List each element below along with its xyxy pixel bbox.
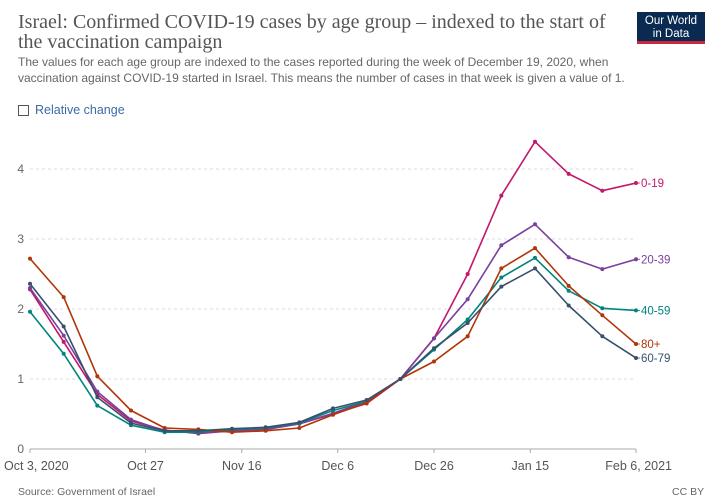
data-point-60-79 (297, 420, 302, 425)
data-point-0-19 (499, 193, 504, 198)
data-point-60-79 (196, 428, 201, 433)
data-point-0-19 (600, 188, 605, 193)
data-point-20-39 (566, 255, 571, 260)
relative-change-checkbox[interactable] (18, 104, 29, 116)
data-point-40-59 (28, 309, 32, 314)
data-point-0-19 (634, 181, 638, 185)
legend-label-0-19: 0-19 (641, 178, 664, 190)
data-point-60-79 (162, 428, 167, 433)
data-point-80+ (95, 374, 100, 379)
data-point-60-79 (364, 398, 369, 402)
relative-change-toggle[interactable]: Relative change (18, 103, 125, 117)
legend-label-60-79: 60-79 (641, 353, 670, 365)
y-tick-label: 2 (17, 302, 24, 316)
x-tick-label: Dec 26 (414, 459, 454, 473)
data-point-20-39 (28, 286, 32, 290)
data-point-20-39 (129, 417, 133, 422)
data-point-0-19 (566, 171, 571, 176)
owid-logo[interactable]: Our World in Data (637, 12, 705, 44)
x-tick-label: Dec 6 (321, 459, 354, 473)
y-tick-label: 1 (17, 372, 24, 386)
data-point-40-59 (61, 351, 66, 356)
source-note: Source: Government of Israel (18, 486, 156, 498)
x-tick-label: Feb 6, 2021 (605, 459, 672, 473)
data-point-20-39 (533, 222, 537, 227)
series-line-20-39 (29, 223, 637, 434)
series-line-40-59 (29, 257, 637, 434)
data-point-80+ (465, 334, 470, 339)
data-point-60-79 (398, 377, 403, 381)
data-point-80+ (61, 295, 66, 300)
data-point-60-79 (95, 395, 100, 400)
y-tick-label: 3 (17, 232, 24, 246)
data-point-0-19 (533, 139, 537, 144)
data-point-80+ (263, 428, 268, 433)
data-point-60-79 (634, 356, 638, 360)
logo-line-2: in Data (652, 27, 690, 40)
data-point-80+ (566, 283, 571, 288)
relative-change-label: Relative change (35, 103, 125, 117)
data-point-80+ (600, 313, 605, 318)
data-point-20-39 (465, 297, 470, 302)
data-point-80+ (499, 266, 504, 271)
data-point-60-79 (61, 324, 66, 329)
data-point-60-79 (432, 346, 436, 351)
data-point-0-19 (465, 272, 470, 276)
data-point-80+ (364, 400, 369, 405)
data-point-60-79 (600, 334, 605, 339)
data-point-20-39 (61, 333, 66, 338)
legend-label-20-39: 20-39 (641, 254, 670, 266)
legend-label-40-59: 40-59 (641, 305, 670, 317)
data-point-60-79 (129, 421, 133, 426)
data-point-40-59 (634, 308, 638, 313)
data-point-60-79 (499, 284, 504, 289)
x-tick-label: Oct 27 (127, 459, 164, 473)
data-point-40-59 (499, 275, 504, 280)
y-tick-label: 4 (17, 162, 24, 176)
logo-line-1: Our World (644, 14, 698, 27)
data-point-20-39 (600, 267, 605, 272)
data-point-80+ (634, 342, 638, 346)
data-point-60-79 (331, 406, 335, 411)
data-point-80+ (533, 246, 537, 251)
data-point-40-59 (566, 288, 571, 293)
chart-subtitle: The values for each age group are indexe… (18, 55, 625, 85)
data-point-20-39 (432, 336, 436, 341)
data-point-20-39 (499, 243, 504, 248)
license-note: CC BY (672, 486, 705, 498)
data-point-80+ (129, 408, 133, 413)
data-point-60-79 (566, 303, 571, 308)
data-point-60-79 (230, 426, 234, 431)
data-point-40-59 (465, 317, 470, 322)
x-tick-label: Jan 15 (512, 459, 550, 473)
x-tick-label: Oct 3, 2020 (4, 459, 69, 473)
data-point-80+ (432, 359, 436, 364)
legend-label-80+: 80+ (641, 339, 661, 351)
data-point-40-59 (600, 306, 605, 311)
data-point-80+ (162, 426, 167, 430)
data-point-60-79 (28, 281, 32, 286)
data-point-20-39 (634, 257, 638, 262)
y-tick-label: 0 (17, 442, 24, 456)
data-point-80+ (230, 430, 234, 435)
x-tick-label: Nov 16 (222, 459, 262, 473)
data-point-60-79 (533, 266, 537, 271)
data-point-60-79 (465, 321, 470, 325)
chart-title: Israel: Confirmed COVID-19 cases by age … (18, 11, 606, 53)
data-point-80+ (331, 412, 335, 417)
data-point-80+ (28, 256, 32, 261)
series-line-80+ (29, 247, 637, 434)
series-line-0-19 (29, 140, 637, 435)
data-point-60-79 (263, 425, 268, 430)
data-point-20-39 (95, 389, 100, 394)
data-point-80+ (297, 426, 302, 430)
data-point-40-59 (95, 403, 100, 408)
data-point-0-19 (61, 339, 66, 344)
data-point-40-59 (533, 255, 537, 260)
